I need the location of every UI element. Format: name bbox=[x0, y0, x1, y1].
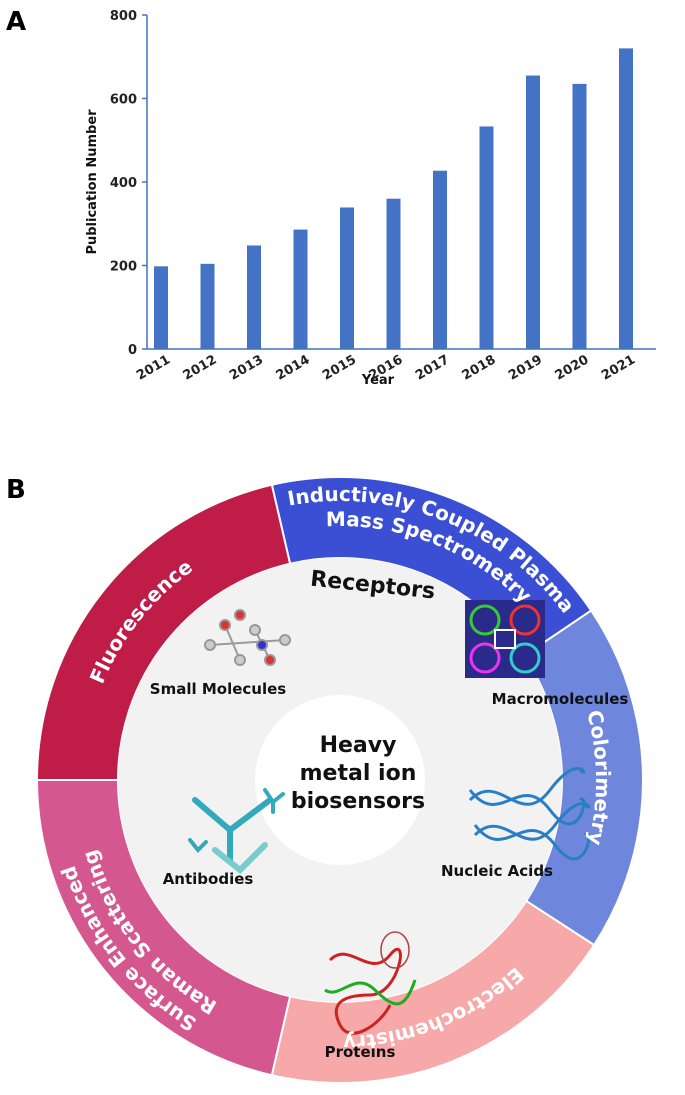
bar bbox=[200, 263, 215, 349]
receptor-label: Macromolecules bbox=[492, 690, 629, 708]
y-tick-label: 200 bbox=[110, 260, 137, 275]
small-molecule-icon bbox=[204, 609, 291, 666]
x-tick-label: 2015 bbox=[320, 352, 359, 383]
bar bbox=[433, 170, 447, 349]
protein-icon bbox=[324, 931, 417, 1035]
receptor-label: Antibodies bbox=[163, 870, 254, 888]
receptor-label: Small Molecules bbox=[150, 680, 286, 698]
diagram: Heavy metal ion biosensors Receptors Sma… bbox=[118, 558, 628, 1061]
macromolecule-icon bbox=[465, 600, 545, 678]
x-tick-label: 2014 bbox=[274, 352, 313, 383]
x-tick-label: 2019 bbox=[506, 352, 545, 383]
center-circle bbox=[255, 695, 425, 865]
x-tick-label: 2021 bbox=[599, 352, 638, 383]
y-tick-label: 400 bbox=[110, 176, 137, 191]
x-tick-label: 2017 bbox=[413, 352, 452, 383]
x-tick-label: 2013 bbox=[227, 352, 266, 383]
bar bbox=[154, 266, 168, 349]
y-axis-label: Publication Number bbox=[85, 109, 100, 255]
bar bbox=[479, 126, 494, 349]
x-tick-label: 2018 bbox=[460, 352, 499, 383]
panel-label: B bbox=[6, 475, 26, 505]
x-tick-label: 2020 bbox=[553, 352, 592, 383]
bar bbox=[526, 75, 540, 349]
receptor-label: Proteins bbox=[325, 1043, 396, 1061]
bar bbox=[572, 83, 587, 349]
receptor-label: Nucleic Acids bbox=[441, 862, 553, 880]
dna-icon bbox=[468, 767, 591, 861]
bar bbox=[340, 207, 354, 349]
center-text: metal ion bbox=[300, 761, 417, 786]
y-tick-label: 0 bbox=[128, 343, 137, 358]
panel-label: A bbox=[6, 7, 26, 37]
x-tick-label: 2012 bbox=[181, 352, 220, 383]
y-tick-label: 800 bbox=[110, 9, 137, 24]
center-text: biosensors bbox=[291, 789, 425, 814]
x-axis-label: Year bbox=[361, 373, 395, 388]
y-tick-label: 600 bbox=[110, 93, 137, 108]
bar bbox=[619, 48, 633, 350]
center-text: Heavy bbox=[320, 733, 397, 758]
bar bbox=[247, 245, 261, 349]
antibody-icon bbox=[188, 788, 285, 875]
bar bbox=[386, 198, 401, 349]
x-tick-label: 2011 bbox=[134, 352, 173, 383]
bar bbox=[293, 229, 308, 349]
